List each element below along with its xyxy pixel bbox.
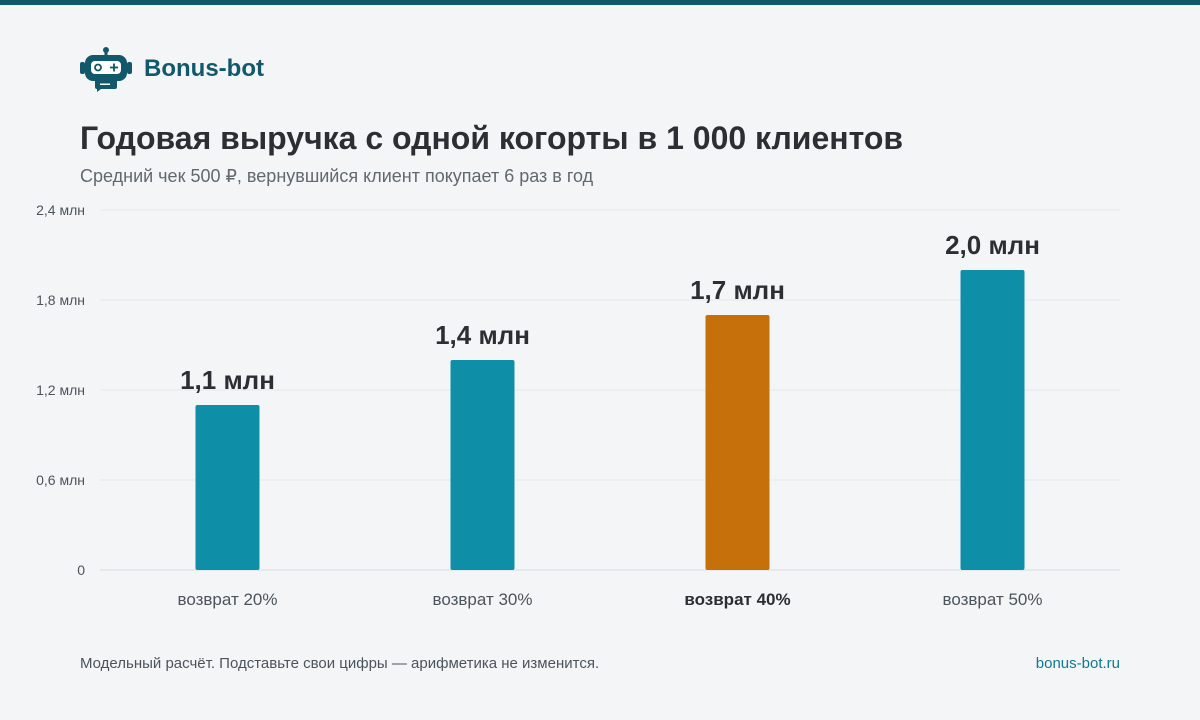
bar-chart: 0 0,6 млн 1,2 млн 1,8 млн 2,4 млн 1,1 млн возв… [36,202,1120,609]
bar [705,315,770,570]
chart-title: Годовая выручка с одной когорты в 1 000 … [80,120,904,156]
x-tick-label: возврат 20% [178,590,278,609]
data-label: 1,4 млн [435,320,530,350]
chart-subtitle: Средний чек 500 ₽, вернувшийся клиент по… [80,166,594,186]
bar [960,270,1025,570]
data-label: 1,1 млн [180,365,275,395]
data-label: 2,0 млн [945,230,1040,260]
top-accent-bar [0,0,1200,5]
x-tick-label: возврат 40% [684,590,790,609]
robot-icon [80,47,132,92]
bar [195,405,260,570]
footnote: Модельный расчёт. Подставьте свои цифры … [80,655,600,672]
y-tick-label: 2,4 млн [36,202,85,218]
brand-name: Bonus-bot [144,55,264,82]
x-tick-label: возврат 50% [943,590,1043,609]
y-tick-label: 0,6 млн [36,472,85,488]
brand[interactable]: Bonus-bot [80,46,264,92]
x-tick-label: возврат 30% [433,590,533,609]
y-tick-label: 0 [77,562,85,578]
y-tick-label: 1,8 млн [36,292,85,308]
data-label: 1,7 млн [690,275,785,305]
y-tick-label: 1,2 млн [36,382,85,398]
bar [450,360,515,570]
site-link[interactable]: bonus-bot.ru [1035,655,1120,672]
